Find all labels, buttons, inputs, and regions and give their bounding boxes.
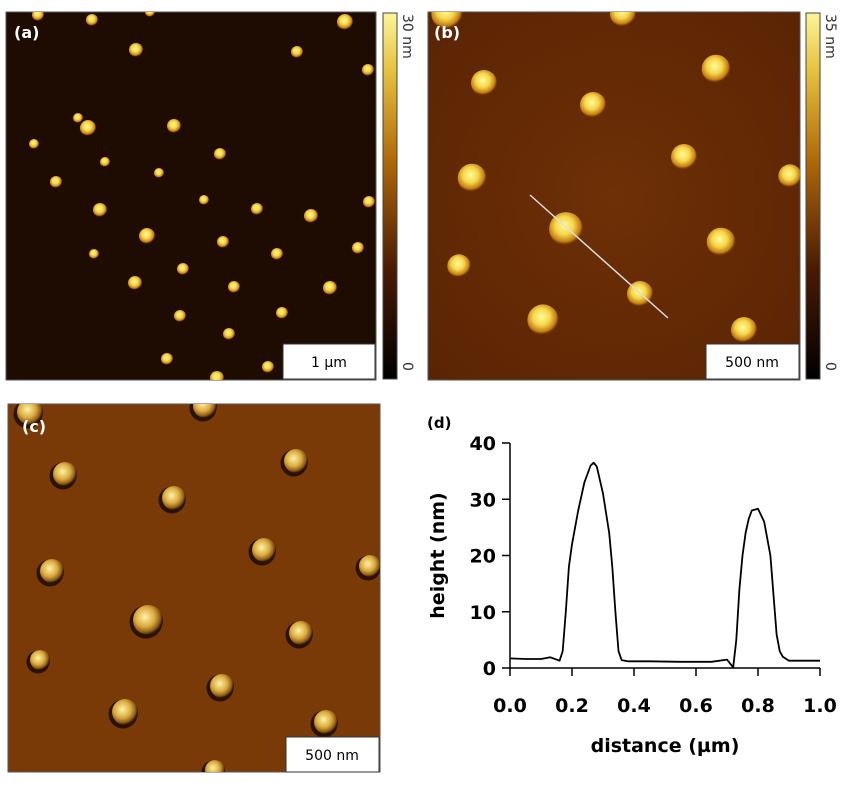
scale-bar-c: [285, 736, 380, 773]
particle: [228, 281, 240, 293]
particle: [252, 538, 276, 562]
particle: [129, 43, 143, 57]
scale-bar-label-c: 500 nm: [305, 748, 359, 764]
y-tick-label: 20: [470, 546, 496, 568]
particle: [304, 209, 318, 223]
colorbar-b: [805, 12, 821, 380]
particle: [112, 699, 138, 725]
particle: [778, 164, 800, 188]
particle: [80, 120, 96, 136]
particle: [177, 263, 189, 275]
particle: [262, 361, 274, 373]
colorbar-max-a: 30 nm: [399, 14, 415, 59]
y-axis-label: height (nm): [427, 492, 449, 618]
particle: [251, 203, 263, 215]
particle: [162, 486, 186, 510]
scale-bar-a: [282, 343, 376, 380]
particle: [154, 168, 164, 178]
particle: [580, 92, 606, 118]
particle: [706, 227, 736, 257]
particle: [701, 54, 731, 84]
scale-bar-label-b: 500 nm: [725, 355, 779, 371]
y-tick-label: 40: [470, 433, 496, 455]
particle: [167, 119, 181, 133]
particle: [289, 621, 313, 645]
particle: [457, 163, 487, 193]
particle: [29, 139, 39, 149]
particle: [271, 248, 283, 260]
particle: [731, 317, 757, 343]
particle: [128, 276, 142, 290]
particle: [193, 404, 217, 418]
particle: [210, 371, 224, 380]
profile-series-line: [509, 461, 820, 669]
y-tick-label: 30: [470, 489, 496, 511]
colorbar-max-b: 35 nm: [822, 14, 838, 59]
particle: [40, 559, 64, 583]
height-profile-chart: 0.0 0.2 0.4 0.6 0.8 1.0 0 10 20 30 40 distance (µm)…: [427, 433, 837, 757]
colorbar-min-a: 0: [399, 362, 415, 371]
particle: [314, 710, 338, 734]
panel-label-a: (a): [14, 23, 39, 42]
panel-label-d: (d): [427, 414, 451, 432]
particle: [205, 760, 225, 772]
particle: [32, 12, 44, 21]
particle: [161, 353, 173, 365]
particle: [17, 404, 43, 425]
particle: [100, 157, 110, 167]
x-tick-label: 0.2: [555, 695, 589, 717]
panel-label-b: (b): [434, 23, 460, 42]
panel-label-c: (c): [22, 417, 46, 436]
particle: [276, 307, 288, 319]
x-tick-label: 1.0: [803, 695, 837, 717]
particle: [50, 176, 62, 188]
particle: [610, 12, 636, 27]
particle: [527, 304, 559, 336]
scale-bar-label-a: 1 µm: [311, 355, 347, 371]
y-tick-label: 0: [483, 658, 496, 680]
x-tick-label: 0.0: [493, 695, 527, 717]
particle: [291, 46, 303, 58]
x-axis-label: distance (µm): [591, 735, 740, 757]
x-tick-label: 0.6: [679, 695, 713, 717]
particle: [359, 555, 380, 577]
colorbar-min-b: 0: [822, 362, 838, 371]
particle: [352, 242, 364, 254]
x-tick-label: 0.8: [741, 695, 775, 717]
particle: [363, 196, 375, 208]
particle: [174, 310, 186, 322]
particle: [362, 64, 374, 76]
particle: [337, 14, 353, 30]
particle: [30, 650, 50, 670]
particle: [89, 249, 99, 259]
scale-bar-b: [705, 343, 800, 380]
particle: [139, 228, 155, 244]
particle: [223, 328, 235, 340]
particle: [210, 674, 234, 698]
particle: [217, 236, 229, 248]
particle: [53, 462, 77, 486]
y-tick-label: 10: [470, 602, 496, 624]
particle: [447, 254, 471, 278]
particle: [323, 281, 337, 295]
afm-image-a: [5, 11, 377, 381]
particle: [431, 12, 463, 30]
particle: [93, 203, 107, 217]
profile-line: [529, 194, 669, 319]
particle: [214, 148, 226, 160]
particle: [284, 449, 308, 473]
particle: [671, 144, 697, 170]
particle: [471, 70, 497, 96]
particle: [145, 12, 155, 17]
colorbar-a: [382, 12, 398, 380]
particle: [86, 14, 98, 26]
x-tick-label: 0.4: [617, 695, 651, 717]
particle: [73, 113, 83, 123]
particle: [133, 605, 163, 635]
particle: [199, 195, 209, 205]
